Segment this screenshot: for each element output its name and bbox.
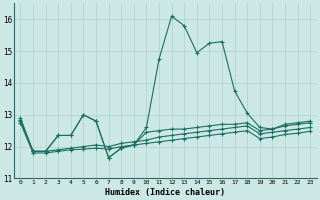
X-axis label: Humidex (Indice chaleur): Humidex (Indice chaleur)	[105, 188, 225, 197]
